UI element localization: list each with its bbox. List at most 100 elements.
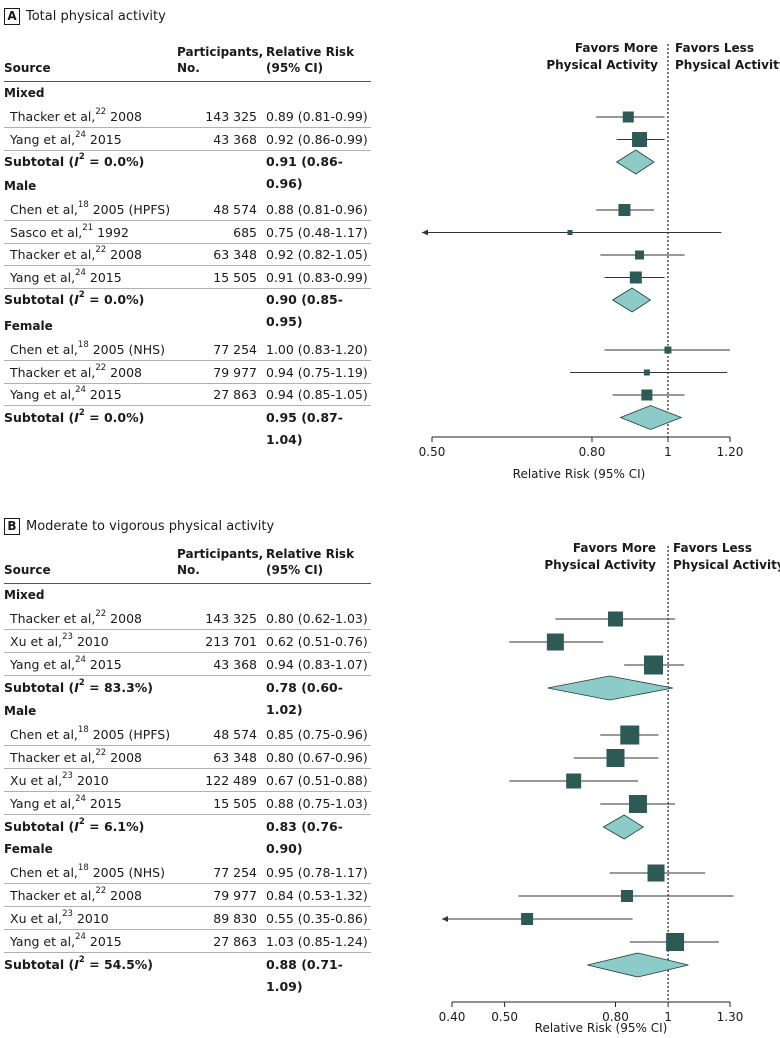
- relative-risk-ci: 1.00 (0.83-1.20): [266, 342, 368, 357]
- participants-count: 15 505: [213, 796, 257, 811]
- x-tick-label: 0.40: [439, 1010, 466, 1024]
- relative-risk-ci: 0.67 (0.51-0.88): [266, 773, 368, 788]
- subtotal-row: Subtotal (I2 = 6.1%) 0.83 (0.76-0.90): [4, 816, 371, 856]
- participants-count: 43 368: [213, 131, 257, 147]
- forest-plot-moderate-vigorous-activity: B Moderate to vigorous physical activity S…: [0, 510, 780, 1038]
- panel-label: B: [4, 518, 20, 535]
- panel-title: A Total physical activity: [4, 8, 166, 25]
- relative-risk-ci: 0.80 (0.62-1.03): [266, 611, 368, 626]
- point-estimate-square: [664, 346, 672, 354]
- x-axis-title: Relative Risk (95% CI): [513, 467, 646, 481]
- header-rule: [4, 81, 371, 82]
- x-tick-label: 0.80: [579, 445, 606, 459]
- x-axis-title: Relative Risk (95% CI): [535, 1021, 668, 1035]
- participants-count: 63 348: [213, 247, 257, 262]
- group-label: Mixed: [4, 86, 45, 100]
- participants-count: 89 830: [213, 911, 257, 926]
- group-label: Male: [4, 179, 37, 193]
- group-label: Male: [4, 704, 37, 718]
- subtotal-label: Subtotal (I2 = 0.0%): [4, 290, 145, 307]
- relative-risk-ci: 0.95 (0.78-1.17): [266, 865, 368, 880]
- study-row: Chen et al,18 2005 (HPFS) 48 574 0.85 (0.7…: [4, 724, 371, 746]
- point-estimate-square: [641, 389, 653, 401]
- relative-risk-ci: 0.75 (0.48-1.17): [266, 224, 368, 240]
- reference-number: 18: [77, 200, 89, 210]
- point-estimate-square: [635, 250, 645, 260]
- study-row: Chen et al,18 2005 (HPFS) 48 574 0.88 (0.8…: [4, 199, 371, 221]
- reference-number: 18: [77, 725, 89, 735]
- relative-risk-ci: 0.80 (0.67-0.96): [266, 750, 368, 765]
- participants-count: 15 505: [213, 269, 257, 285]
- point-estimate-square: [606, 749, 625, 767]
- point-estimate-square: [628, 795, 647, 813]
- group-label: Female: [4, 319, 53, 333]
- relative-risk-ci: 0.91 (0.83-0.99): [266, 269, 368, 285]
- study-row: Chen et al,18 2005 (NHS) 77 254 1.00 (0.83…: [4, 339, 371, 361]
- participants-count: 685: [233, 224, 257, 240]
- subtotal-diamond: [619, 405, 683, 430]
- reference-number: 24: [75, 655, 86, 665]
- study-source: Sasco et al,21 1992: [10, 222, 129, 240]
- subtotal-row: Subtotal (I2 = 0.0%) 0.95 (0.87-1.04): [4, 407, 371, 446]
- study-source: Chen et al,18 2005 (NHS): [10, 340, 165, 357]
- x-tick-label: 1.30: [717, 1010, 744, 1024]
- point-estimate-square: [607, 611, 623, 627]
- x-tick-label: 1: [664, 445, 672, 459]
- study-source: Xu et al,23 2010: [10, 771, 109, 788]
- reference-number: 24: [75, 267, 86, 278]
- study-row: Xu et al,23 2010 89 830 0.55 (0.35-0.86): [4, 908, 371, 930]
- group-label: Female: [4, 842, 53, 856]
- point-estimate-square: [644, 655, 664, 675]
- point-estimate-square: [632, 132, 648, 147]
- reference-number: 24: [75, 794, 86, 804]
- participants-count: 48 574: [213, 727, 257, 742]
- study-source: Yang et al,24 2015: [10, 794, 122, 811]
- study-source: Thacker et al,22 2008: [10, 609, 142, 626]
- column-header-participants: Participants, No.: [177, 45, 264, 75]
- study-source: Xu et al,23 2010: [10, 909, 109, 926]
- relative-risk-ci: 1.03 (0.85-1.24): [266, 934, 368, 949]
- relative-risk-ci: 0.94 (0.85-1.05): [266, 387, 368, 402]
- study-source: Thacker et al,22 2008: [10, 245, 142, 262]
- favors-more-label: Favors More Physical Activity: [546, 41, 658, 72]
- subtotal-diamond: [547, 675, 673, 701]
- participants-count: 77 254: [213, 865, 257, 880]
- point-estimate-square: [666, 933, 685, 951]
- point-estimate-square: [521, 913, 534, 925]
- participants-count: 43 368: [213, 657, 257, 672]
- participants-count: 77 254: [213, 342, 257, 357]
- ci-arrow: [442, 916, 448, 922]
- favors-less-label: Favors Less Physical Activity: [673, 541, 780, 572]
- study-source: Thacker et al,22 2008: [10, 748, 142, 765]
- reference-number: 22: [95, 609, 107, 619]
- subtotal-row: Subtotal (I2 = 0.0%) 0.90 (0.85-0.95): [4, 289, 371, 329]
- reference-number: 23: [62, 909, 73, 919]
- study-source: Thacker et al,22 2008: [10, 107, 142, 124]
- reference-number: 22: [95, 886, 107, 896]
- study-row: Yang et al,24 2015 43 368 0.94 (0.83-1.07): [4, 654, 371, 676]
- subtotal-label: Subtotal (I2 = 0.0%): [4, 152, 145, 169]
- relative-risk-ci: 0.62 (0.51-0.76): [266, 634, 368, 649]
- panel-title-text: Total physical activity: [26, 9, 166, 24]
- point-estimate-square: [643, 369, 650, 376]
- relative-risk-ci: 0.94 (0.75-1.19): [266, 364, 368, 380]
- study-row: Xu et al,23 2010 122 489 0.67 (0.51-0.88): [4, 770, 371, 792]
- study-row: Sasco et al,21 1992 685 0.75 (0.48-1.17): [4, 222, 371, 244]
- reference-number: 24: [75, 385, 86, 395]
- reference-number: 22: [95, 748, 107, 758]
- reference-number: 21: [82, 222, 94, 233]
- study-row: Chen et al,18 2005 (NHS) 77 254 0.95 (0.78…: [4, 862, 371, 884]
- column-header-source: Source: [4, 61, 51, 75]
- study-source: Yang et al,24 2015: [10, 655, 122, 672]
- study-row: Xu et al,23 2010 213 701 0.62 (0.51-0.76): [4, 631, 371, 653]
- study-source: Yang et al,24 2015: [10, 267, 122, 285]
- relative-risk-ci: 0.92 (0.82-1.05): [266, 247, 368, 262]
- relative-risk-ci: 0.88 (0.75-1.03): [266, 796, 368, 811]
- participants-count: 143 325: [205, 109, 257, 124]
- study-source: Xu et al,23 2010: [10, 632, 109, 649]
- participants-count: 143 325: [205, 611, 257, 626]
- study-source: Thacker et al,22 2008: [10, 362, 142, 380]
- forest-plot-total-physical-activity: A Total physical activity Source Participan…: [0, 0, 780, 500]
- participants-count: 79 977: [213, 888, 257, 903]
- study-source: Thacker et al,22 2008: [10, 886, 142, 903]
